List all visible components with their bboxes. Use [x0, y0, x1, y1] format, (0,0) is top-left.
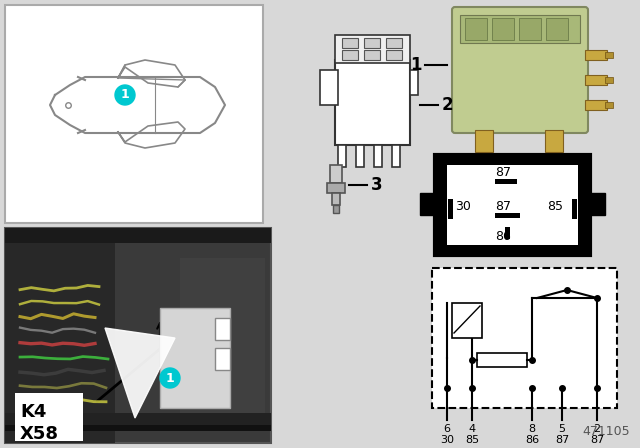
Circle shape	[160, 368, 180, 388]
Bar	[545, 130, 563, 152]
Bar	[364, 38, 380, 48]
Bar	[460, 15, 580, 43]
Bar	[605, 77, 613, 83]
Bar	[585, 75, 607, 85]
Bar	[332, 193, 340, 205]
Polygon shape	[105, 328, 175, 418]
Text: 85: 85	[547, 201, 563, 214]
Bar	[338, 145, 346, 167]
Bar	[180, 258, 265, 413]
Bar	[215, 318, 230, 340]
Text: 8: 8	[529, 424, 536, 434]
Text: 471105: 471105	[582, 425, 630, 438]
Text: 87: 87	[495, 167, 511, 180]
Bar	[320, 70, 338, 105]
Bar	[447, 165, 578, 245]
Text: 5: 5	[559, 424, 566, 434]
Bar	[327, 183, 345, 193]
Text: 30: 30	[455, 201, 471, 214]
Text: 87: 87	[590, 435, 604, 445]
Bar	[5, 413, 271, 425]
Bar	[342, 50, 358, 60]
Text: 87: 87	[495, 201, 511, 214]
Bar	[5, 5, 263, 223]
Bar	[495, 179, 517, 184]
Text: 86: 86	[495, 231, 511, 244]
Bar	[5, 423, 271, 431]
Bar	[335, 35, 410, 63]
Bar	[590, 193, 605, 215]
Bar	[572, 199, 577, 219]
Bar	[435, 155, 590, 255]
Bar	[495, 213, 520, 218]
Text: 30: 30	[440, 435, 454, 445]
Bar	[5, 228, 271, 243]
Bar	[330, 165, 342, 183]
Bar	[432, 268, 617, 408]
Bar	[356, 145, 364, 167]
Bar	[505, 227, 510, 239]
Text: 3: 3	[371, 176, 383, 194]
Bar	[5, 243, 115, 443]
Bar	[5, 228, 271, 443]
FancyBboxPatch shape	[452, 7, 588, 133]
Text: 1: 1	[410, 56, 422, 74]
Bar	[465, 18, 487, 40]
Text: 6: 6	[444, 424, 451, 434]
Bar	[432, 268, 617, 408]
Bar	[585, 100, 607, 110]
Bar	[160, 308, 230, 408]
Bar	[448, 199, 453, 219]
Circle shape	[115, 85, 135, 105]
Bar	[410, 70, 418, 95]
Bar	[546, 18, 568, 40]
Text: 4: 4	[468, 424, 476, 434]
Bar	[15, 393, 83, 441]
Bar	[392, 145, 400, 167]
Text: 1: 1	[120, 89, 129, 102]
Bar	[386, 38, 402, 48]
Bar	[333, 205, 339, 213]
Bar	[475, 130, 493, 152]
Text: 2: 2	[593, 424, 600, 434]
Text: 2: 2	[442, 96, 454, 114]
Text: X58: X58	[20, 425, 59, 443]
Bar	[452, 303, 482, 338]
Text: 85: 85	[465, 435, 479, 445]
Text: 86: 86	[525, 435, 539, 445]
Bar	[492, 18, 514, 40]
Text: 87: 87	[555, 435, 569, 445]
Bar	[364, 50, 380, 60]
Bar	[605, 52, 613, 58]
Bar	[519, 18, 541, 40]
Text: K4: K4	[20, 403, 46, 421]
Bar	[605, 102, 613, 108]
Bar	[420, 193, 435, 215]
Bar	[477, 353, 527, 367]
Bar	[374, 145, 382, 167]
Bar	[585, 50, 607, 60]
Bar	[335, 60, 410, 145]
Bar	[342, 38, 358, 48]
Text: 1: 1	[166, 371, 174, 384]
Bar	[386, 50, 402, 60]
Bar	[215, 348, 230, 370]
